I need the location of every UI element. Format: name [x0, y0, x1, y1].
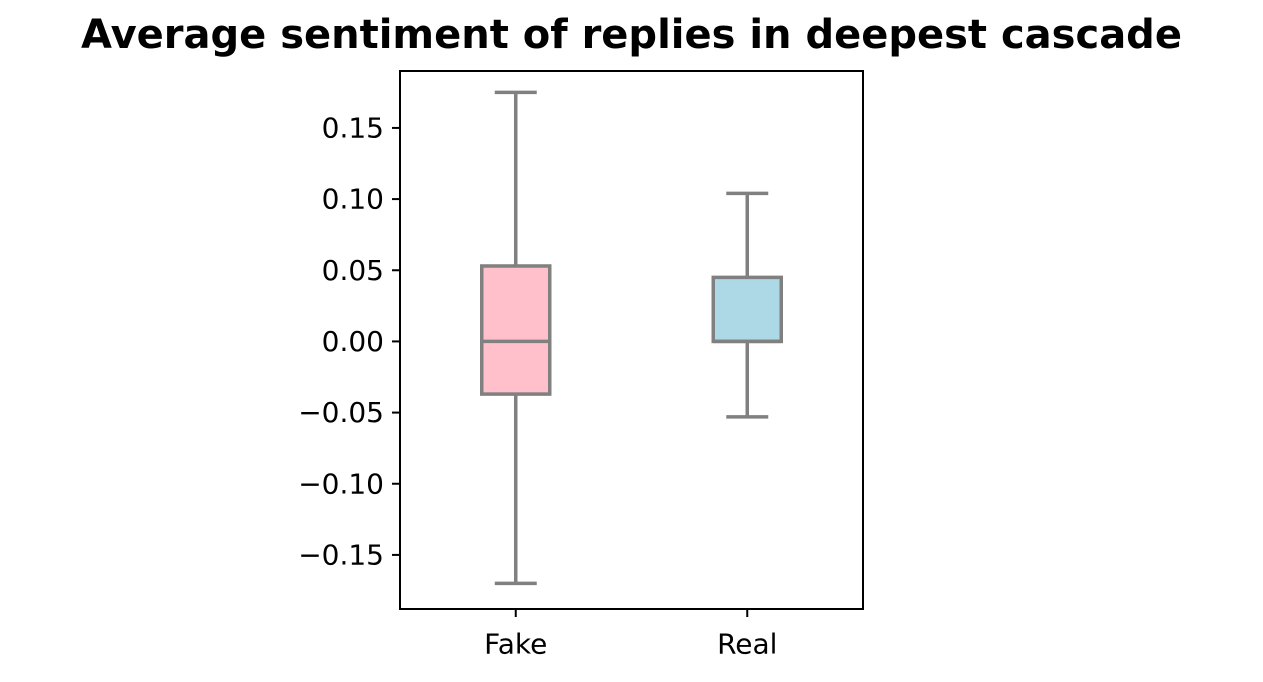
x-tick-label: Fake — [484, 628, 547, 661]
y-tick-label: 0.00 — [322, 325, 384, 358]
box-real — [711, 275, 783, 344]
y-tick-label: −0.05 — [298, 396, 384, 429]
chart-title: Average sentiment of replies in deepest … — [81, 12, 1182, 58]
y-tick-label: −0.15 — [298, 538, 384, 571]
box-fake — [480, 264, 552, 396]
y-tick-label: 0.15 — [322, 111, 384, 144]
y-tick-label: 0.10 — [322, 183, 384, 216]
plot-frame — [399, 70, 864, 610]
y-tick-label: 0.05 — [322, 254, 384, 287]
y-tick-label: −0.10 — [298, 467, 384, 500]
x-tick-label: Real — [717, 628, 777, 661]
